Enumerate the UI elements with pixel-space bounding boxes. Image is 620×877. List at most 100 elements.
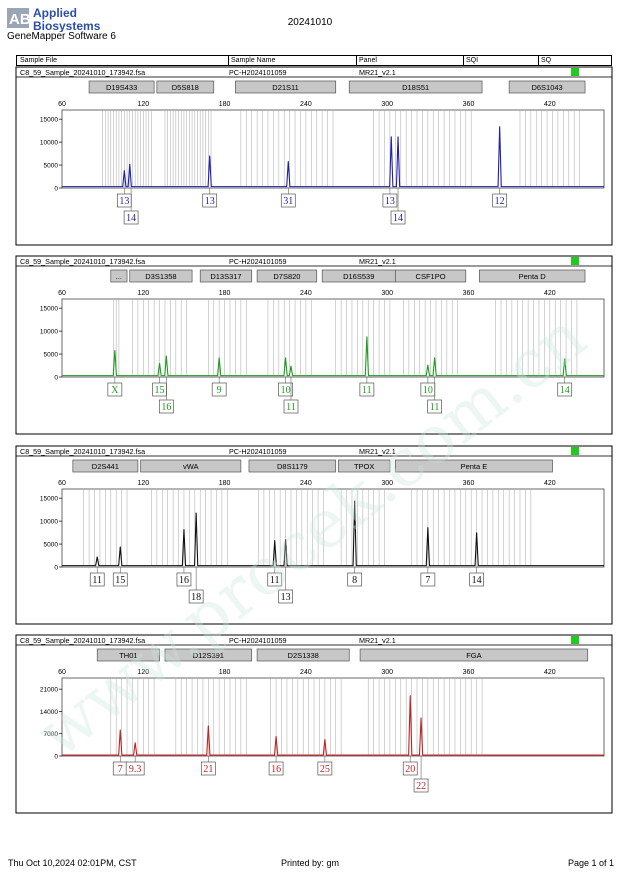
x-tick-label: 120 <box>137 669 149 676</box>
panel-name: MR21_v2.1 <box>359 68 396 77</box>
allele-call-label: 13 <box>281 592 291 603</box>
x-tick-label: 300 <box>381 290 393 297</box>
allele-call-label: 7 <box>118 764 123 775</box>
plot-area <box>61 677 605 757</box>
brand-line-2: Biosystems <box>33 19 101 32</box>
x-tick-label: 360 <box>463 101 475 108</box>
sample-name: PC-H2024101059 <box>229 636 287 645</box>
locus-marker-label: D13S317 <box>210 272 241 281</box>
allele-call-label: 16 <box>161 402 171 413</box>
peak-point <box>218 357 220 359</box>
locus-marker-label: D3S1358 <box>145 272 176 281</box>
x-tick-label: 300 <box>381 480 393 487</box>
column-sq: SQ <box>541 57 552 64</box>
y-tick-label: 0 <box>54 565 58 572</box>
peak-point <box>285 357 286 359</box>
locus-marker <box>156 80 215 94</box>
x-tick-label: 120 <box>137 290 149 297</box>
panel-name: MR21_v2.1 <box>359 636 396 645</box>
allele-call-box <box>211 382 227 397</box>
x-tick-label: 300 <box>381 669 393 676</box>
locus-marker-label: CSF1PO <box>416 272 446 281</box>
peak-point <box>287 160 289 162</box>
peak-point <box>207 725 209 727</box>
plot-area <box>61 298 605 378</box>
allele-call-label: 14 <box>126 213 136 224</box>
software-name: GeneMapper Software 6 <box>7 31 116 42</box>
x-tick-label: 300 <box>381 101 393 108</box>
y-tick-label: 21000 <box>40 687 58 694</box>
peak-point <box>354 500 356 502</box>
allele-call-box <box>200 761 216 776</box>
x-tick-label: 420 <box>544 669 556 676</box>
locus-marker <box>256 648 350 662</box>
locus-marker-label: D2S1338 <box>288 651 319 660</box>
allele-call-box <box>347 572 363 587</box>
allele-call-box <box>280 193 296 208</box>
locus-marker <box>256 269 318 283</box>
peak-point <box>209 155 211 157</box>
sample-file: C8_59_Sample_20241010_173942.fsa <box>20 257 145 266</box>
x-tick-label: 60 <box>58 480 66 487</box>
allele-call-box <box>382 193 398 208</box>
locus-marker-label: D12S391 <box>193 651 224 660</box>
locus-marker-label: ... <box>116 272 122 281</box>
peak-point <box>290 365 292 367</box>
report-date: 20241010 <box>287 17 333 28</box>
allele-call-box <box>112 572 128 587</box>
peak-point <box>183 528 185 530</box>
locus-marker <box>394 459 553 473</box>
allele-call-label: 13 <box>119 196 129 207</box>
plot-area <box>61 488 605 568</box>
allele-call-label: 22 <box>416 781 426 792</box>
panel-title-row <box>15 255 613 267</box>
allele-call-box <box>557 382 573 397</box>
peak-point <box>159 362 160 364</box>
column-sample-name: Sample Name <box>231 57 276 64</box>
column-sample-file: Sample File <box>20 57 57 64</box>
allele-call-label: 10 <box>281 385 291 396</box>
locus-marker <box>164 648 253 662</box>
allele-call-box <box>107 382 123 397</box>
column-sqi: SQI <box>466 57 479 64</box>
locus-marker <box>88 80 155 94</box>
locus-marker <box>338 459 391 473</box>
peak-point <box>285 539 286 540</box>
y-tick-label: 15000 <box>40 496 58 503</box>
peak-point <box>434 357 436 359</box>
y-tick-label: 0 <box>54 186 58 193</box>
x-tick-label: 240 <box>300 480 312 487</box>
allele-call-label: 12 <box>495 196 505 207</box>
allele-call-label: 16 <box>271 764 281 775</box>
brand-line-1: Applied <box>33 6 77 20</box>
y-tick-label: 10000 <box>40 519 58 526</box>
locus-marker <box>359 648 589 662</box>
report-header: AB Applied Biosystems GeneMapper Softwar… <box>0 0 620 50</box>
x-tick-label: 180 <box>219 290 231 297</box>
y-tick-label: 15000 <box>40 117 58 124</box>
locus-marker-label: D8S1179 <box>277 462 308 471</box>
locus-marker <box>508 80 586 94</box>
locus-marker <box>96 648 160 662</box>
locus-marker-label: Penta D <box>519 272 547 281</box>
x-tick-label: 240 <box>300 290 312 297</box>
sq-status-indicator <box>571 636 579 644</box>
allele-call-box <box>427 399 442 414</box>
x-tick-label: 180 <box>219 101 231 108</box>
allele-call-label: 7 <box>425 575 430 586</box>
x-tick-label: 360 <box>463 480 475 487</box>
allele-call-label: 14 <box>472 575 482 586</box>
locus-marker <box>394 269 467 283</box>
allele-call-label: 10 <box>423 385 433 396</box>
panel-title-row <box>15 66 613 78</box>
locus-marker-label: D6S1043 <box>531 83 562 92</box>
applied-biosystems-logo: AB Applied Biosystems <box>7 6 101 32</box>
peak-point <box>123 170 125 171</box>
allele-call-box <box>469 572 484 587</box>
peak-point <box>129 163 131 165</box>
locus-marker <box>348 80 483 94</box>
allele-call-label: 18 <box>191 592 201 603</box>
y-tick-label: 5000 <box>44 352 59 359</box>
